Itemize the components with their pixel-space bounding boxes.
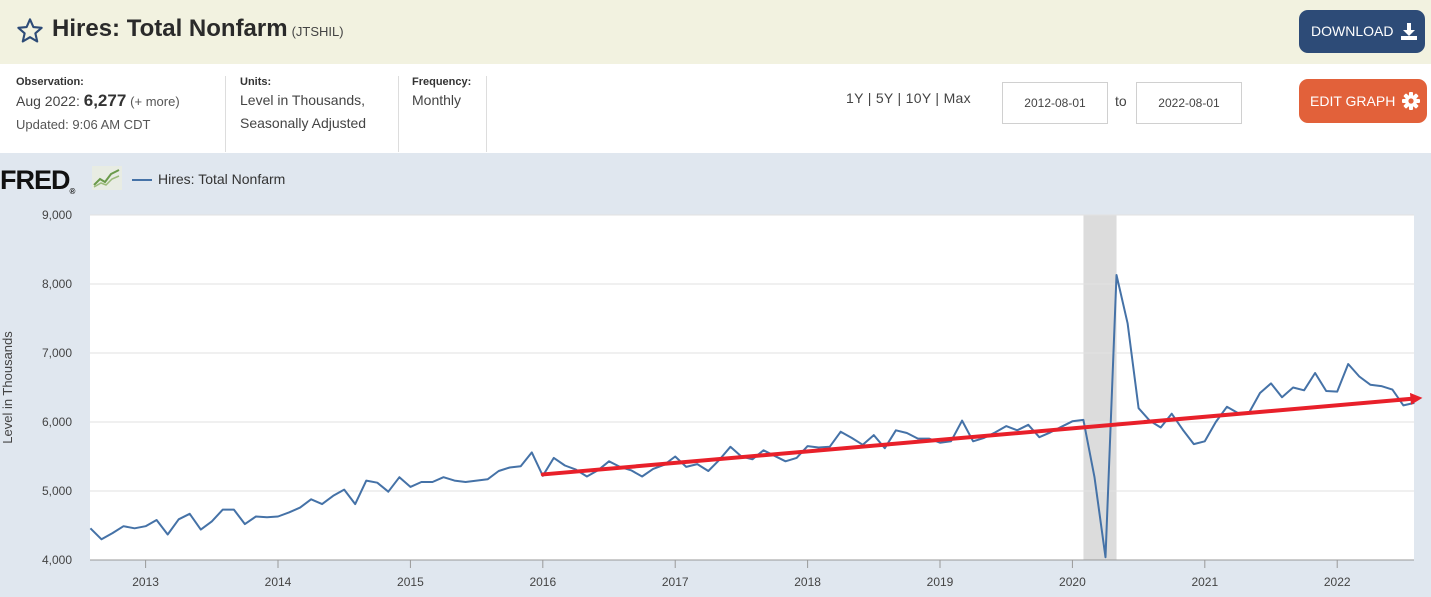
x-tick-label: 2020 <box>1059 575 1086 589</box>
range-selector: 1Y | 5Y | 10Y | Max <box>846 90 971 106</box>
download-button[interactable]: DOWNLOAD <box>1299 10 1425 53</box>
chart-legend[interactable]: Hires: Total Nonfarm <box>132 171 285 187</box>
x-tick-label: 2015 <box>397 575 424 589</box>
fred-logo-text: FRED <box>0 165 70 195</box>
x-tick-label: 2017 <box>662 575 689 589</box>
recession-band <box>1083 215 1117 560</box>
page-title: Hires: Total Nonfarm (JTSHIL) <box>52 15 344 43</box>
y-axis-title: Level in Thousands <box>0 331 15 444</box>
range-sep: | <box>897 90 902 106</box>
to-label: to <box>1115 93 1127 109</box>
trend-arrowhead <box>1409 392 1423 405</box>
x-tick-label: 2013 <box>132 575 159 589</box>
range-5y[interactable]: 5Y <box>875 90 894 106</box>
y-tick-label: 5,000 <box>42 484 72 498</box>
more-link[interactable]: (+ more) <box>130 94 180 109</box>
observation-line: Aug 2022: 6,277 (+ more) <box>16 90 180 112</box>
range-sep: | <box>935 90 940 106</box>
range-max[interactable]: Max <box>943 90 971 106</box>
x-tick-label: 2018 <box>794 575 821 589</box>
units-line2: Seasonally Adjusted <box>240 115 367 131</box>
observation-label: Observation: <box>16 76 84 88</box>
units-label: Units: <box>240 76 272 88</box>
download-icon <box>1401 23 1417 40</box>
fred-chart-icon <box>92 166 122 190</box>
x-tick-label: 2016 <box>529 575 556 589</box>
edit-graph-button[interactable]: EDIT GRAPH <box>1299 79 1427 123</box>
range-1y[interactable]: 1Y <box>846 90 864 106</box>
end-date-input[interactable]: 2022-08-01 <box>1136 82 1242 124</box>
y-tick-label: 4,000 <box>42 553 72 567</box>
y-tick-label: 6,000 <box>42 415 72 429</box>
divider <box>225 76 226 152</box>
units-line1: Level in Thousands, <box>240 92 366 108</box>
y-tick-label: 8,000 <box>42 277 72 291</box>
edit-graph-label: EDIT GRAPH <box>1310 93 1396 109</box>
frequency-block: Frequency: Monthly <box>412 76 471 111</box>
observation-period: Aug 2022: <box>16 93 80 109</box>
series-title: Hires: Total Nonfarm <box>52 15 288 42</box>
gear-icon <box>1402 92 1420 110</box>
trend-line <box>540 396 1413 477</box>
download-label: DOWNLOAD <box>1311 23 1394 39</box>
range-sep: | <box>867 90 872 106</box>
series-line <box>89 274 1415 559</box>
x-tick-label: 2014 <box>265 575 292 589</box>
fred-logo: FRED® <box>0 165 76 196</box>
frequency-label: Frequency: <box>412 76 472 88</box>
frequency-value: Monthly <box>412 92 462 108</box>
fred-registered: ® <box>69 187 76 196</box>
x-tick-label: 2021 <box>1191 575 1218 589</box>
x-tick-label: 2019 <box>927 575 954 589</box>
divider <box>486 76 487 152</box>
legend-swatch <box>132 179 152 182</box>
observation-block: Observation: Aug 2022: 6,277 (+ more) Up… <box>16 76 180 135</box>
y-tick-label: 7,000 <box>42 346 72 360</box>
series-id: (JTSHIL) <box>291 24 344 39</box>
star-icon[interactable] <box>16 17 44 45</box>
observation-value: 6,277 <box>83 91 127 110</box>
start-date-input[interactable]: 2012-08-01 <box>1002 82 1108 124</box>
title-bar <box>0 0 1431 64</box>
range-10y[interactable]: 10Y <box>905 90 932 106</box>
x-tick-label: 2022 <box>1324 575 1351 589</box>
legend-label: Hires: Total Nonfarm <box>158 171 286 187</box>
plot-area <box>90 215 1414 560</box>
divider <box>398 76 399 152</box>
units-block: Units: Level in Thousands, Seasonally Ad… <box>240 76 366 134</box>
y-tick-label: 9,000 <box>42 208 72 222</box>
updated-text: Updated: 9:06 AM CDT <box>16 117 151 132</box>
